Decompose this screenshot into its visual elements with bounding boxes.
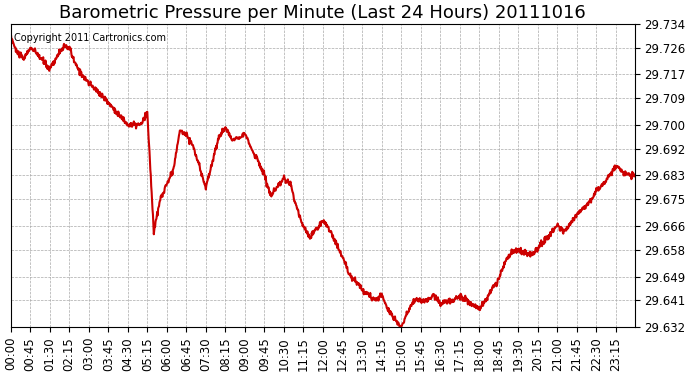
Title: Barometric Pressure per Minute (Last 24 Hours) 20111016: Barometric Pressure per Minute (Last 24 … [59, 4, 586, 22]
Text: Copyright 2011 Cartronics.com: Copyright 2011 Cartronics.com [14, 33, 166, 43]
